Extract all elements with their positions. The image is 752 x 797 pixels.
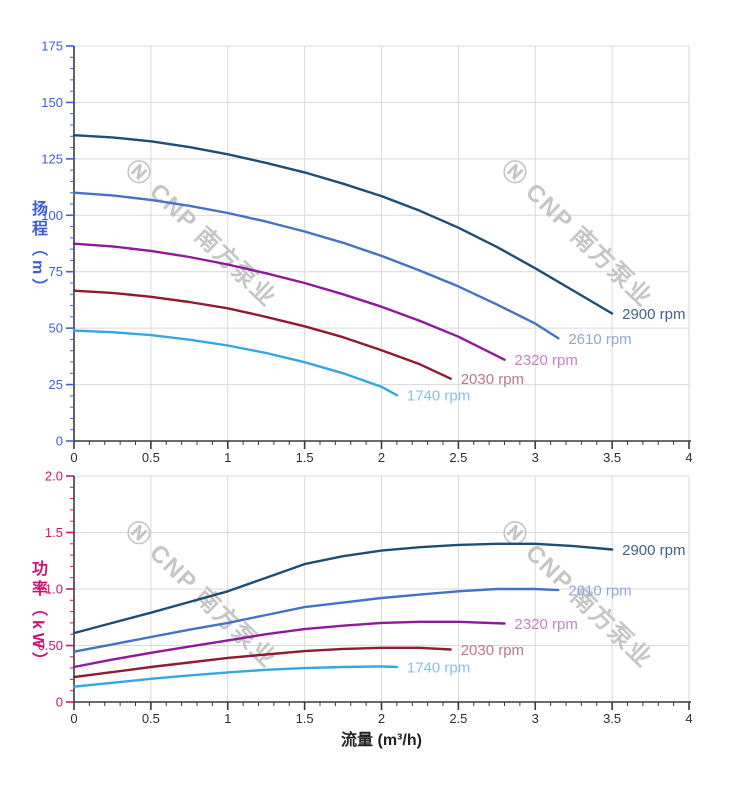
power-y-tick-label: 0.50 [38,638,63,653]
head-series-label-1740-rpm: 1740 rpm [407,388,470,405]
power-x-tick-label: 3 [532,711,539,726]
power-grid [74,475,690,702]
head-curve-2900-rpm [72,133,614,315]
head-x-tick-label: 3.5 [603,450,621,465]
power-x-tick-label: 1.5 [296,711,314,726]
power-axis-title: 功率（kW） [29,560,46,672]
flow-axis-title: 流量 (m³/h) [341,732,422,749]
head-series-label-2030-rpm: 2030 rpm [461,371,524,388]
power-x-tick-label: 2.5 [449,711,467,726]
power-curve-1740-rpm [72,665,399,688]
power-curve-2900-rpm [72,542,614,635]
cnp-watermark-1: Ⓝ CNP 南方泵业 [496,154,658,312]
power-chart: 0 0.5 1 1.5 2 2.5 3 3.5 4 0 0.50 1.0 1.5 2.0 2900 rpm 2… [38,469,693,727]
power-x-tick-label: 0.5 [142,711,160,726]
head-y-tick-label: 125 [41,151,63,166]
power-series-label-2320-rpm: 2320 rpm [515,616,578,633]
head-y-tick-label: 0 [56,434,63,449]
head-x-tick-label: 4 [685,450,692,465]
power-y-tick-label: 0 [56,695,63,710]
head-x-tick-label: 0 [70,450,77,465]
head-y-tick-label: 25 [49,377,63,392]
head-y-ticks: 0 25 50 75 100 125 150 175 [41,39,74,449]
head-series-label-2610-rpm: 2610 rpm [568,331,631,348]
head-x-tick-label: 1.5 [296,450,314,465]
head-y-tick-label: 75 [49,264,63,279]
power-series-label-1740-rpm: 1740 rpm [407,659,470,676]
head-y-tick-label: 175 [41,39,63,54]
head-curve-1740-rpm [72,329,399,397]
head-curve-2320-rpm [72,242,506,361]
head-x-tick-label: 1 [224,450,231,465]
power-x-tick-label: 2 [378,711,385,726]
head-axis-title: 扬程（m） [29,200,46,299]
power-series-label-2900-rpm: 2900 rpm [622,542,685,559]
power-series-label-2030-rpm: 2030 rpm [461,642,524,659]
head-chart: 0 0.5 1 1.5 2 2.5 3 3.5 4 0 25 50 75 100 125 150 175 2900… [41,39,692,466]
power-y-ticks: 0 0.50 1.0 1.5 2.0 [38,469,74,710]
cnp-watermark-0: Ⓝ CNP 南方泵业 [120,154,282,312]
power-y-tick-label: 1.5 [45,525,63,540]
head-x-ticks: 0 0.5 1 1.5 2 2.5 3 3.5 4 [70,441,693,465]
power-curve-2030-rpm [72,646,452,679]
power-x-tick-label: 4 [685,711,692,726]
power-x-tick-label: 3.5 [603,711,621,726]
head-x-tick-label: 2.5 [449,450,467,465]
power-x-ticks: 0 0.5 1 1.5 2 2.5 3 3.5 4 [70,702,693,726]
power-curve-2610-rpm [72,587,560,653]
head-y-tick-label: 50 [49,321,63,336]
power-x-tick-label: 0 [70,711,77,726]
head-x-tick-label: 0.5 [142,450,160,465]
head-y-tick-label: 100 [41,208,63,223]
power-curve-2320-rpm [72,620,506,669]
head-series-label-2900-rpm: 2900 rpm [622,306,685,323]
head-x-tick-label: 3 [532,450,539,465]
cnp-watermark-2: Ⓝ CNP 南方泵业 [120,515,282,673]
head-grid [74,45,690,441]
power-series-label-2610-rpm: 2610 rpm [568,583,631,600]
head-x-tick-label: 2 [378,450,385,465]
head-curve-2610-rpm [72,191,560,340]
power-x-tick-label: 1 [224,711,231,726]
head-series-label-2320-rpm: 2320 rpm [515,352,578,369]
head-y-tick-label: 150 [41,95,63,110]
power-y-tick-label: 1.0 [45,582,63,597]
power-y-tick-label: 2.0 [45,469,63,484]
head-curve-2030-rpm [72,289,452,380]
